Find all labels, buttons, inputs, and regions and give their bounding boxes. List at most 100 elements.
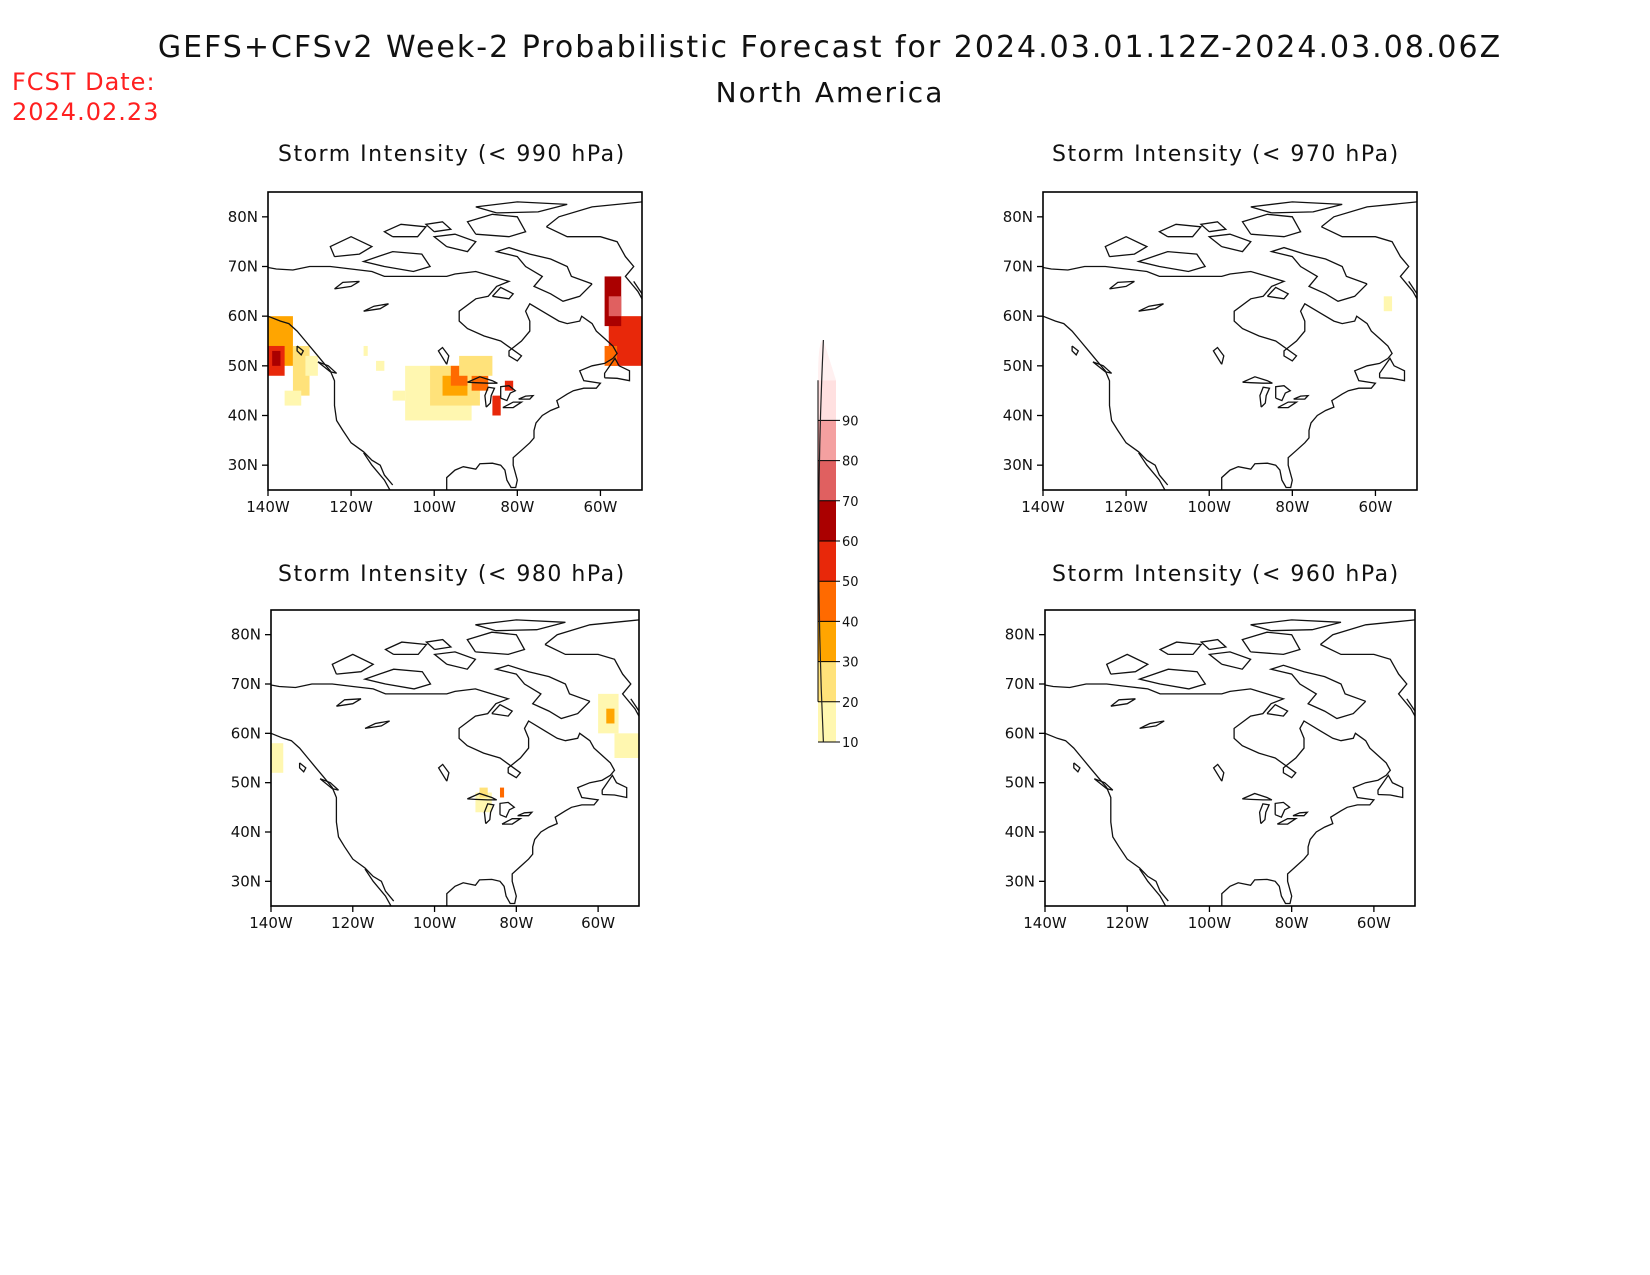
coastline bbox=[271, 732, 395, 902]
lat-tick-label: 40N bbox=[231, 823, 261, 841]
coastline bbox=[336, 698, 362, 707]
coastline bbox=[1321, 226, 1417, 301]
map-frame bbox=[1042, 191, 1418, 491]
lon-tick-label: 80W bbox=[499, 914, 533, 932]
coastline bbox=[1207, 651, 1252, 670]
coastline bbox=[1241, 631, 1301, 656]
colorbar: 10 20 30 40 50 60 70 80 90 bbox=[817, 339, 859, 751]
coastline bbox=[1269, 246, 1368, 303]
coastline bbox=[1199, 638, 1228, 651]
colorbar-label: 40 bbox=[842, 615, 859, 630]
coastline bbox=[484, 386, 496, 408]
coastline bbox=[1045, 683, 1392, 906]
lon-tick-label: 100W bbox=[412, 498, 456, 516]
lon-tick-label: 140W bbox=[1021, 498, 1065, 516]
colorbar-label: 50 bbox=[842, 575, 859, 590]
coastline bbox=[466, 213, 527, 238]
lon-tick-label: 60W bbox=[583, 498, 617, 516]
probability-cell bbox=[376, 360, 385, 371]
coastline bbox=[364, 720, 390, 730]
lon-tick-label: 60W bbox=[581, 914, 615, 932]
coastline bbox=[1250, 201, 1343, 214]
coastline bbox=[1292, 811, 1309, 817]
map-panel-p990: 80N 70N 60N 50N 40N 30N 140W 120W 100W 80W 60W bbox=[228, 191, 643, 516]
coastline bbox=[1073, 762, 1081, 773]
colorbar-label: 20 bbox=[842, 696, 859, 711]
coastline bbox=[1293, 394, 1310, 400]
coastline bbox=[362, 668, 432, 690]
coastline bbox=[1266, 703, 1289, 717]
colorbar-label: 30 bbox=[842, 656, 859, 671]
coastline bbox=[1378, 357, 1406, 382]
lon-tick-label: 80W bbox=[1275, 914, 1309, 932]
coastline bbox=[1320, 201, 1417, 228]
colorbar-swatch bbox=[818, 661, 836, 702]
coastline bbox=[1138, 303, 1164, 312]
lon-tick-label: 100W bbox=[413, 914, 457, 932]
lat-tick-label: 70N bbox=[228, 258, 258, 276]
lon-tick-label: 100W bbox=[1188, 914, 1232, 932]
lat-tick-label: 50N bbox=[1005, 774, 1035, 792]
coastline bbox=[1242, 376, 1273, 384]
lat-tick-label: 40N bbox=[1003, 407, 1033, 425]
coastline bbox=[437, 346, 450, 365]
coastline bbox=[1258, 803, 1271, 825]
lon-tick-label: 120W bbox=[1104, 498, 1148, 516]
coastline bbox=[1105, 653, 1150, 675]
probability-cell bbox=[459, 355, 493, 376]
coastline bbox=[1043, 265, 1393, 490]
lon-tick-label: 100W bbox=[1187, 498, 1231, 516]
coastline bbox=[1137, 668, 1207, 690]
probability-cell bbox=[1383, 296, 1393, 312]
coastline bbox=[1319, 619, 1415, 646]
lon-tick-label: 80W bbox=[500, 498, 534, 516]
lat-tick-label: 30N bbox=[231, 872, 261, 890]
coastline bbox=[317, 361, 338, 374]
coastline bbox=[494, 246, 593, 303]
coastline bbox=[544, 619, 639, 646]
coastline bbox=[329, 235, 374, 258]
lon-tick-label: 140W bbox=[249, 914, 293, 932]
coastline bbox=[544, 643, 639, 718]
coastline bbox=[475, 619, 566, 632]
lat-tick-label: 80N bbox=[228, 208, 258, 226]
colorbar-label: 80 bbox=[842, 455, 859, 470]
lat-tick-label: 60N bbox=[228, 307, 258, 325]
map-panel-p980: 80N 70N 60N 50N 40N 30N 140W 120W 100W 80W 60W bbox=[231, 609, 640, 932]
colorbar-swatch bbox=[818, 701, 836, 742]
lat-tick-label: 50N bbox=[231, 774, 261, 792]
probability-cell bbox=[272, 350, 281, 366]
panel-title-980: Storm Intensity (< 980 hPa) bbox=[278, 562, 626, 587]
coastline bbox=[1071, 345, 1080, 356]
colorbar-edge bbox=[818, 339, 824, 743]
coastline bbox=[1277, 401, 1299, 409]
coastline bbox=[499, 801, 516, 819]
coastline bbox=[467, 376, 498, 384]
coastline bbox=[518, 394, 535, 400]
probability-cell bbox=[392, 390, 406, 401]
probability-cell bbox=[479, 787, 488, 798]
lat-tick-label: 80N bbox=[1003, 208, 1033, 226]
coastline bbox=[1276, 818, 1298, 825]
coastline bbox=[1199, 221, 1228, 233]
lon-tick-label: 140W bbox=[246, 498, 290, 516]
probability-cell bbox=[363, 345, 368, 356]
coastline bbox=[1093, 778, 1114, 791]
coastline bbox=[296, 345, 305, 356]
coastline bbox=[1250, 619, 1342, 632]
coastline bbox=[268, 265, 618, 490]
coastline bbox=[433, 651, 477, 670]
coastline bbox=[331, 653, 375, 675]
lon-tick-label: 60W bbox=[1357, 914, 1391, 932]
coastline bbox=[475, 201, 568, 214]
coastline bbox=[1242, 792, 1273, 801]
coastline bbox=[1104, 235, 1149, 258]
lon-tick-label: 120W bbox=[331, 914, 375, 932]
map-panel-p970: 80N 70N 60N 50N 40N 30N 140W 120W 100W 80W 60W bbox=[1003, 191, 1418, 516]
coastline bbox=[601, 774, 628, 799]
lat-tick-label: 30N bbox=[1005, 872, 1035, 890]
coastline bbox=[546, 226, 642, 301]
lat-tick-label: 50N bbox=[228, 357, 258, 375]
colorbar-label: 60 bbox=[842, 535, 859, 550]
coastline bbox=[1158, 641, 1203, 656]
